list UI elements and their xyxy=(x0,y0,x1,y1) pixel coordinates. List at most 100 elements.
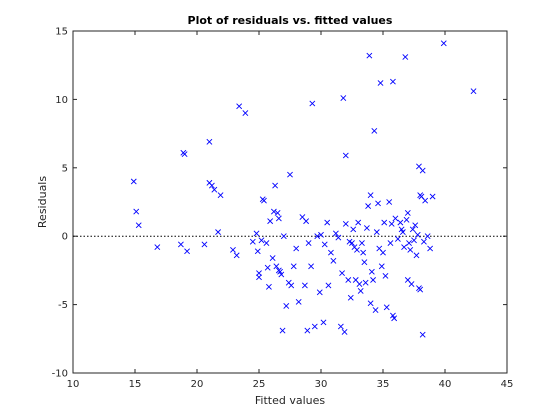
data-point xyxy=(408,281,415,287)
data-point xyxy=(133,208,140,215)
data-point xyxy=(270,208,277,215)
data-point xyxy=(337,323,344,330)
x-axis: 10 15 20 25 30 35 40 45 xyxy=(67,31,513,390)
y-axis-label: Residuals xyxy=(36,176,49,228)
data-point xyxy=(230,246,236,253)
x-tick-label: 15 xyxy=(129,379,142,390)
data-point xyxy=(380,249,386,256)
data-point xyxy=(301,282,308,289)
y-tick-label: 15 xyxy=(55,27,68,38)
data-point xyxy=(154,244,161,251)
data-point xyxy=(264,264,271,271)
y-tick-label: 10 xyxy=(55,95,68,106)
data-point xyxy=(258,237,265,244)
data-point xyxy=(354,246,360,253)
x-tick-label: 35 xyxy=(377,379,390,390)
data-point xyxy=(366,52,373,59)
x-tick-label: 30 xyxy=(315,379,328,390)
data-point xyxy=(350,226,357,233)
data-point xyxy=(370,277,376,283)
data-point xyxy=(422,197,429,204)
data-point xyxy=(321,241,328,248)
data-point xyxy=(342,220,349,227)
data-point xyxy=(295,298,302,305)
data-point xyxy=(135,222,142,229)
data-point xyxy=(440,40,447,47)
y-axis: -10 -5 0 5 10 15 xyxy=(52,27,507,380)
data-point xyxy=(402,54,409,60)
data-point xyxy=(303,218,310,225)
data-point xyxy=(278,271,285,278)
data-point xyxy=(413,252,420,259)
data-point xyxy=(328,249,334,256)
data-point xyxy=(242,110,249,116)
data-point xyxy=(275,215,282,222)
data-point xyxy=(217,192,224,199)
data-point xyxy=(371,127,378,134)
y-tick-label: -5 xyxy=(58,300,68,311)
data-point xyxy=(388,220,395,227)
data-point xyxy=(254,248,261,255)
data-point xyxy=(383,304,390,311)
data-point xyxy=(342,152,349,159)
data-point xyxy=(386,199,393,205)
data-point xyxy=(470,88,477,95)
data-point xyxy=(394,236,401,242)
x-tick-label: 25 xyxy=(253,379,266,390)
data-point xyxy=(365,203,372,210)
data-point xyxy=(377,80,384,86)
data-point xyxy=(349,240,355,246)
data-point xyxy=(421,238,427,245)
data-point xyxy=(314,233,321,240)
data-point xyxy=(411,237,417,244)
data-point xyxy=(293,245,300,252)
data-point xyxy=(397,219,404,226)
data-point xyxy=(392,215,399,222)
y-tick-label: -10 xyxy=(52,369,68,380)
data-point xyxy=(424,233,431,240)
data-point xyxy=(274,210,281,216)
chart-title: Plot of residuals vs. fitted values xyxy=(188,14,393,27)
x-tick-label: 20 xyxy=(191,379,204,390)
data-point xyxy=(363,225,370,231)
data-point xyxy=(283,303,290,309)
data-point xyxy=(263,240,270,246)
plot-area xyxy=(72,30,508,374)
data-point xyxy=(318,231,324,238)
data-point xyxy=(367,300,374,307)
x-tick-label: 10 xyxy=(67,379,80,390)
data-point xyxy=(233,252,240,259)
data-point xyxy=(404,210,411,216)
data-point xyxy=(381,219,388,226)
data-point xyxy=(311,323,318,330)
data-point xyxy=(325,282,332,289)
data-point xyxy=(360,249,367,256)
data-point xyxy=(320,319,327,326)
data-point xyxy=(208,182,215,189)
data-point xyxy=(288,282,295,289)
data-point xyxy=(287,171,293,178)
data-point xyxy=(177,241,184,248)
data-point xyxy=(429,193,436,200)
data-point xyxy=(236,103,243,110)
data-point xyxy=(266,283,272,290)
data-point xyxy=(417,286,424,293)
data-point xyxy=(387,240,394,246)
data-point xyxy=(362,279,369,286)
data-point xyxy=(201,241,208,248)
data-point xyxy=(339,270,345,277)
data-point xyxy=(412,222,419,229)
data-point xyxy=(361,259,368,266)
data-point xyxy=(356,281,363,287)
data-point xyxy=(345,277,352,283)
data-point xyxy=(427,245,434,252)
data-point xyxy=(249,238,256,245)
data-point xyxy=(373,229,380,236)
data-point xyxy=(279,327,286,334)
data-point xyxy=(256,274,262,281)
data-point xyxy=(372,307,379,313)
x-tick-label: 40 xyxy=(439,379,452,390)
data-point xyxy=(357,288,364,294)
data-point xyxy=(305,240,312,246)
